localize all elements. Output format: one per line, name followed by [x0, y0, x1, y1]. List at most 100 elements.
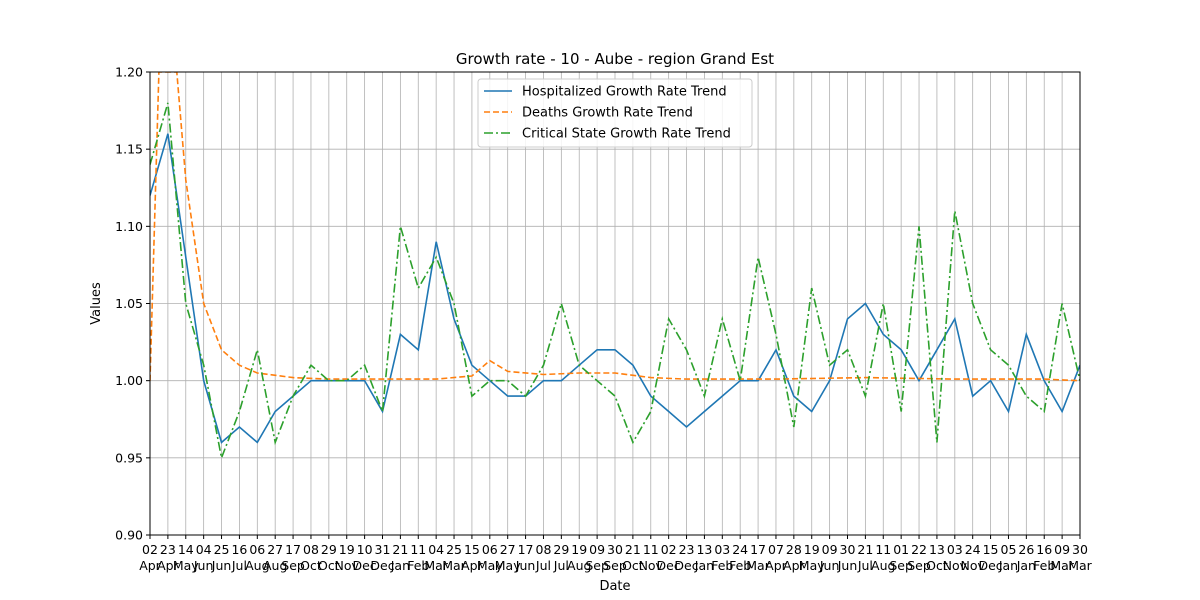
x-tick-month-label: Jun: [211, 558, 232, 573]
x-tick-day-label: 26: [1018, 542, 1034, 557]
x-tick-day-label: 06: [482, 542, 498, 557]
x-tick-month-label: Nov: [960, 558, 985, 573]
x-tick-month-label: May: [477, 558, 503, 573]
x-axis: 02Apr23Apr14May04Jun25Jun16Jul06Aug27Aug…: [139, 535, 1093, 573]
x-tick-month-label: Jul: [231, 558, 247, 573]
x-tick-day-label: 30: [840, 542, 856, 557]
y-tick-label: 0.95: [115, 450, 143, 465]
x-tick-month-label: Mar: [442, 558, 466, 573]
x-tick-day-label: 17: [750, 542, 766, 557]
x-tick-day-label: 08: [536, 542, 552, 557]
x-tick-month-label: Mar: [746, 558, 770, 573]
y-tick-label: 0.90: [115, 528, 143, 543]
legend: Hospitalized Growth Rate Trend Deaths Gro…: [477, 78, 753, 148]
x-tick-month-label: Aug: [871, 558, 895, 573]
legend-box: [477, 78, 753, 148]
x-tick-day-label: 22: [911, 542, 927, 557]
x-tick-month-label: Apr: [157, 558, 179, 573]
x-tick-day-label: 17: [285, 542, 301, 557]
x-tick-day-label: 21: [392, 542, 408, 557]
x-tick-day-label: 28: [786, 542, 802, 557]
x-axis-label: Date: [599, 579, 630, 594]
x-tick-month-label: May: [799, 558, 825, 573]
x-tick-month-label: Sep: [889, 558, 913, 573]
x-tick-day-label: 21: [857, 542, 873, 557]
series-line-3: [150, 102, 1080, 461]
x-tick-day-label: 09: [1054, 542, 1070, 557]
legend-entry: Hospitalized Growth Rate Trend: [522, 85, 727, 100]
x-tick-month-label: Feb: [711, 558, 733, 573]
x-tick-month-label: Oct: [622, 558, 644, 573]
x-tick-month-label: Sep: [585, 558, 609, 573]
x-tick-day-label: 16: [1036, 542, 1052, 557]
x-tick-month-label: May: [495, 558, 521, 573]
x-tick-month-label: Dec: [370, 558, 394, 573]
x-tick-month-label: Dec: [353, 558, 377, 573]
chart-title: Growth rate - 10 - Aube - region Grand E…: [456, 50, 774, 68]
x-tick-day-label: 16: [231, 542, 247, 557]
x-tick-day-label: 14: [178, 542, 194, 557]
x-tick-day-label: 24: [732, 542, 748, 557]
x-tick-month-label: Apr: [461, 558, 483, 573]
y-tick-label: 1.00: [115, 373, 143, 388]
x-tick-day-label: 05: [1001, 542, 1017, 557]
x-tick-month-label: Jan: [390, 558, 410, 573]
x-tick-month-label: Jan: [998, 558, 1018, 573]
x-tick-day-label: 06: [249, 542, 265, 557]
x-tick-day-label: 15: [983, 542, 999, 557]
y-tick-label: 1.20: [115, 65, 143, 80]
x-tick-month-label: Aug: [567, 558, 591, 573]
x-tick-month-label: Jun: [193, 558, 214, 573]
x-tick-day-label: 27: [500, 542, 516, 557]
x-tick-day-label: 04: [428, 542, 444, 557]
x-tick-month-label: Apr: [783, 558, 805, 573]
x-tick-day-label: 11: [875, 542, 891, 557]
x-tick-month-label: Jul: [553, 558, 569, 573]
x-tick-month-label: Apr: [765, 558, 787, 573]
x-tick-month-label: Mar: [1050, 558, 1074, 573]
x-tick-day-label: 11: [643, 542, 659, 557]
series-layer: [150, 72, 1080, 461]
x-tick-day-label: 29: [321, 542, 337, 557]
x-tick-day-label: 31: [375, 542, 391, 557]
x-tick-day-label: 02: [661, 542, 677, 557]
x-tick-month-label: Jul: [535, 558, 551, 573]
x-tick-month-label: Mar: [1068, 558, 1092, 573]
x-tick-day-label: 27: [267, 542, 283, 557]
x-tick-day-label: 24: [965, 542, 981, 557]
x-tick-month-label: Aug: [263, 558, 287, 573]
x-tick-day-label: 23: [679, 542, 695, 557]
grid: [149, 71, 1081, 536]
x-tick-month-label: Oct: [300, 558, 322, 573]
x-tick-month-label: Oct: [926, 558, 948, 573]
y-tick-label: 1.15: [115, 142, 143, 157]
x-tick-month-label: Jun: [837, 558, 858, 573]
x-tick-month-label: Sep: [603, 558, 627, 573]
x-tick-month-label: Feb: [729, 558, 751, 573]
legend-entry: Critical State Growth Rate Trend: [522, 127, 731, 142]
x-tick-day-label: 08: [303, 542, 319, 557]
x-tick-month-label: Feb: [407, 558, 429, 573]
x-tick-month-label: Dec: [657, 558, 681, 573]
x-tick-day-label: 21: [625, 542, 641, 557]
x-tick-day-label: 30: [1072, 542, 1088, 557]
x-tick-day-label: 23: [160, 542, 176, 557]
x-tick-month-label: Oct: [318, 558, 340, 573]
x-tick-day-label: 03: [947, 542, 963, 557]
y-axis: 0.90 0.95 1.00 1.05 1.10 1.15 1.20: [115, 65, 150, 543]
legend-entry: Deaths Growth Rate Trend: [522, 106, 693, 121]
x-tick-month-label: Mar: [424, 558, 448, 573]
x-tick-month-label: Sep: [281, 558, 305, 573]
x-tick-month-label: Jan: [694, 558, 714, 573]
y-tick-label: 1.05: [115, 296, 143, 311]
x-tick-day-label: 10: [357, 542, 373, 557]
x-tick-day-label: 04: [196, 542, 212, 557]
x-tick-month-label: Apr: [139, 558, 161, 573]
x-tick-day-label: 15: [464, 542, 480, 557]
x-tick-day-label: 09: [589, 542, 605, 557]
x-tick-day-label: 25: [446, 542, 462, 557]
x-tick-day-label: 09: [822, 542, 838, 557]
x-tick-day-label: 17: [518, 542, 534, 557]
x-tick-month-label: Nov: [943, 558, 968, 573]
